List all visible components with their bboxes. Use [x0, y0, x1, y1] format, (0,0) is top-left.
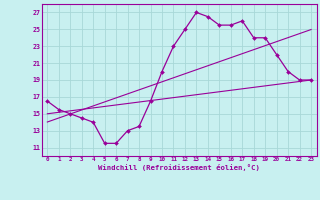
X-axis label: Windchill (Refroidissement éolien,°C): Windchill (Refroidissement éolien,°C)	[98, 164, 260, 171]
